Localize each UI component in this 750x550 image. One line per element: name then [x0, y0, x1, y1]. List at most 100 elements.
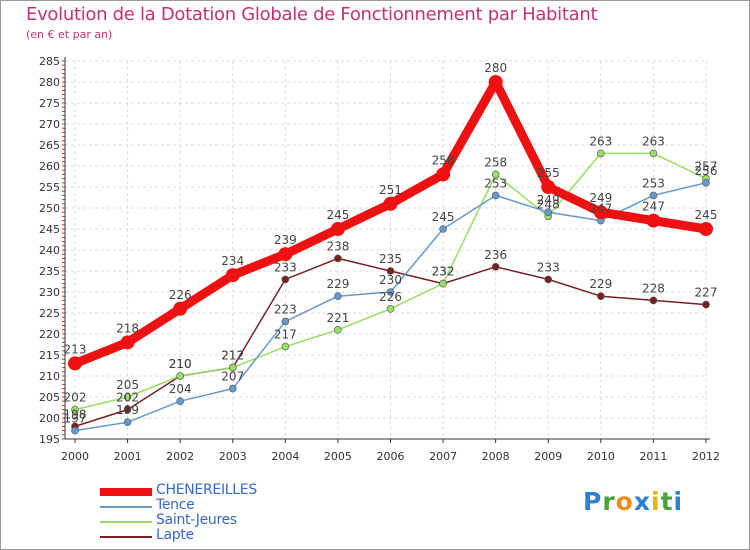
logo-letter: t: [660, 487, 674, 516]
x-tick-label: 2002: [166, 450, 194, 463]
data-label: 213: [64, 342, 87, 356]
data-label: 232: [432, 265, 455, 279]
data-label: 221: [326, 311, 349, 325]
data-point: [699, 222, 713, 236]
data-label: 249: [537, 193, 560, 207]
x-tick-label: 2010: [587, 450, 615, 463]
data-label: 198: [64, 407, 87, 421]
logo-letter: i: [651, 487, 661, 516]
data-label: 239: [274, 233, 297, 247]
value-labels: 198 202 210 212 233 238 235 232 236 233 229 228 227 2…: [64, 61, 718, 426]
data-label: 253: [642, 176, 665, 190]
data-point: [334, 292, 342, 301]
y-tick-label: 285: [39, 55, 60, 68]
legend-swatch: [100, 488, 152, 496]
data-label: 223: [274, 302, 297, 316]
data-point: [386, 288, 395, 296]
data-point: [541, 180, 556, 194]
data-label: 226: [169, 288, 192, 302]
y-tick-label: 280: [39, 76, 60, 89]
data-label: 210: [169, 357, 192, 371]
data-point: [334, 325, 342, 334]
data-point: [491, 262, 500, 271]
data-label: 257: [695, 160, 718, 174]
data-point: [68, 356, 82, 371]
data-point: [330, 222, 345, 236]
y-tick-label: 200: [39, 412, 60, 425]
data-label: 258: [484, 155, 507, 169]
data-point: [176, 397, 184, 406]
chart-title: Evolution de la Dotation Globale de Fonc…: [26, 4, 598, 25]
data-point: [439, 225, 447, 233]
data-label: 227: [695, 286, 718, 300]
data-label: 263: [642, 134, 665, 148]
x-tick-label: 2012: [692, 450, 720, 463]
y-tick-label: 205: [39, 391, 60, 404]
data-point: [123, 405, 132, 414]
data-point: [491, 191, 500, 200]
data-label: 205: [116, 378, 139, 392]
logo-letter: i: [673, 487, 684, 516]
data-label: 233: [274, 260, 297, 274]
data-label: 258: [432, 153, 455, 167]
data-label: 229: [589, 277, 612, 291]
data-point: [281, 342, 290, 351]
axes: 195 200 205 210 215 220 225 230 235 240 245 250 255 2…: [39, 55, 720, 463]
data-label: 253: [484, 176, 507, 190]
data-label: 255: [537, 166, 560, 180]
data-label: 245: [326, 208, 349, 222]
data-label: 247: [589, 202, 612, 216]
data-point: [120, 335, 135, 350]
data-point: [544, 208, 553, 216]
data-point: [281, 317, 290, 326]
logo-letter: o: [615, 487, 634, 516]
legend-label: Tence: [156, 497, 195, 513]
data-label: 238: [326, 239, 349, 253]
data-point: [383, 196, 398, 211]
y-tick-label: 215: [39, 349, 60, 362]
data-label: 249: [589, 191, 612, 205]
y-tick-label: 250: [39, 202, 60, 215]
data-point: [123, 393, 132, 401]
data-point: [702, 179, 710, 187]
legend-label: CHENEREILLES: [156, 482, 257, 498]
y-tick-label: 275: [39, 97, 60, 110]
data-point: [173, 301, 188, 316]
logo-letter: P: [583, 487, 603, 516]
data-point: [386, 304, 395, 313]
x-tick-label: 2000: [61, 450, 89, 463]
y-tick-label: 235: [39, 265, 60, 278]
data-label: 256: [695, 164, 718, 178]
x-tick-label: 2001: [114, 450, 142, 463]
data-point: [228, 384, 237, 393]
data-label: 248: [537, 197, 560, 211]
data-label: 235: [379, 252, 402, 266]
x-tick-label: 2003: [219, 450, 247, 463]
data-point: [228, 363, 237, 372]
data-point: [597, 292, 605, 301]
data-label: 236: [484, 248, 507, 262]
data-label: 210: [169, 357, 192, 371]
data-label: 230: [379, 273, 402, 287]
data-point: [278, 247, 293, 262]
legend-swatch: [100, 536, 152, 538]
data-label: 245: [695, 208, 718, 222]
y-tick-label: 210: [39, 370, 60, 383]
data-label: 204: [169, 382, 192, 396]
x-tick-label: 2007: [429, 450, 457, 463]
data-label: 245: [432, 210, 455, 224]
data-label: 218: [116, 321, 139, 335]
proxiti-logo: Proxiti: [583, 487, 683, 516]
data-point: [281, 275, 290, 284]
data-label: 199: [116, 403, 139, 417]
data-point: [225, 268, 240, 283]
x-tick-label: 2008: [482, 450, 510, 463]
legend-label: Lapte: [156, 527, 194, 543]
data-point: [544, 275, 553, 284]
data-label: 217: [274, 328, 297, 342]
x-tick-label: 2009: [534, 450, 562, 463]
data-label: 197: [64, 412, 87, 426]
logo-letter: r: [602, 487, 616, 516]
x-tick-label: 2004: [271, 450, 299, 463]
